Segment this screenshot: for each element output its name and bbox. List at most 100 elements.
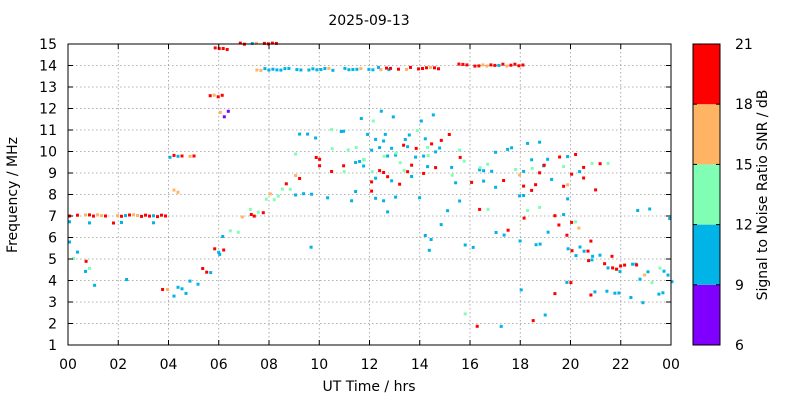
snr-point [378,146,382,150]
snr-point [578,170,582,174]
snr-point [606,161,610,165]
snr-point [93,283,97,287]
snr-point [386,175,390,179]
snr-point [294,174,298,177]
snr-point [394,195,398,199]
snr-point [598,253,602,257]
snr-point [374,137,378,141]
colorbar: 6 9 12 15 18 21 [692,37,753,354]
y-tick-label: 11 [39,123,57,139]
colorbar-band [693,44,720,105]
snr-point [546,157,550,161]
snr-point [236,230,240,234]
snr-point [68,240,71,244]
snr-point [636,209,640,212]
snr-point [427,248,431,252]
colorbar-band [693,164,720,225]
y-tick-label: 2 [48,317,57,333]
snr-point [226,109,230,113]
snr-point [398,161,402,165]
snr-point [386,210,390,214]
snr-point [314,156,318,159]
snr-point [172,153,176,157]
snr-point [421,67,424,70]
snr-point [355,67,359,71]
snr-point [553,292,557,296]
snr-point [557,223,561,227]
snr-point [176,154,180,158]
snr-point [391,115,395,119]
y-tick-label: 10 [39,145,57,161]
snr-point [486,162,490,166]
grid [68,44,671,345]
snr-point [465,63,469,67]
snr-point [562,213,566,217]
snr-point [88,213,91,217]
snr-point [272,198,276,202]
snr-point [589,293,593,297]
snr-point [259,68,263,72]
snr-point [225,48,229,51]
snr-point [302,192,306,196]
snr-point [386,154,390,158]
snr-point [565,280,569,284]
snr-point [419,119,423,123]
snr-point [538,171,542,175]
snr-point [478,166,482,170]
snr-point [212,93,216,97]
colorbar-label: Signal to Noise Ratio SNR / dB [755,90,771,301]
snr-point [176,190,180,194]
snr-point [354,190,358,193]
y-tick-label: 12 [39,102,57,118]
snr-point [288,187,292,191]
snr-point [382,171,386,174]
snr-point [589,239,593,243]
x-tick-label: 18 [511,357,529,373]
snr-point [499,324,503,328]
snr-point [180,154,184,158]
snr-point [362,158,366,162]
snr-point [458,155,462,159]
snr-point [84,259,88,263]
snr-point [530,166,534,170]
snr-point [566,183,570,187]
snr-point [530,158,534,162]
snr-point [423,234,427,237]
snr-point [390,146,394,150]
snr-point [542,163,546,167]
snr-point [587,259,591,263]
snr-point [565,233,569,237]
snr-point [458,148,462,152]
x-tick-label: 20 [562,357,580,373]
snr-point [92,214,95,218]
snr-point [280,187,284,191]
snr-point [196,282,200,286]
snr-point [619,264,623,268]
snr-point [120,221,123,224]
snr-point [666,273,670,277]
snr-point [482,169,486,173]
snr-point [425,66,428,70]
snr-point [402,143,406,147]
snr-point [125,278,129,281]
snr-point [505,64,509,68]
snr-point [446,209,450,213]
snr-point [382,199,386,203]
snr-point [518,194,522,198]
colorbar-tick-label: 6 [735,338,744,354]
snr-point [661,291,665,295]
snr-point [255,68,259,72]
snr-point [326,196,330,200]
snr-point [566,155,570,159]
snr-point [331,68,335,72]
x-tick-label: 02 [109,357,127,373]
snr-point [489,63,493,67]
snr-point [208,94,212,98]
snr-point [450,173,454,177]
snr-point [418,196,422,200]
snr-point [606,266,610,270]
snr-point [276,194,280,198]
snr-point [509,63,513,67]
snr-point [397,67,400,71]
